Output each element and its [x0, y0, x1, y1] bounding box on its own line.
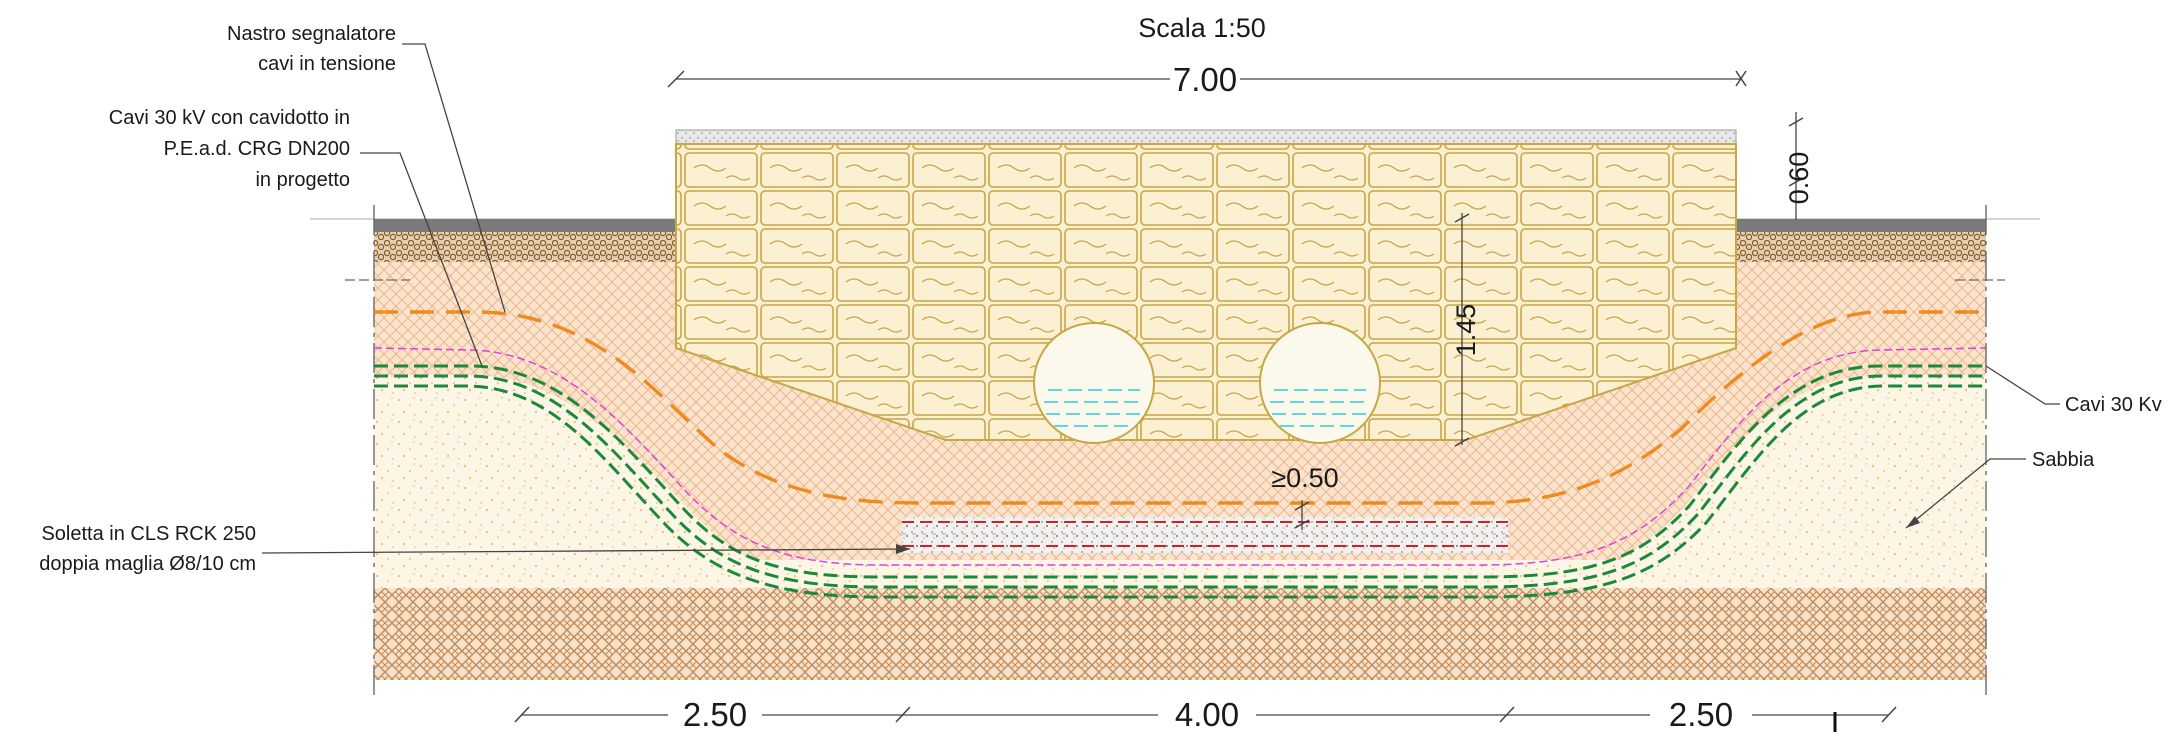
dim-min-gap-value: ≥0.50 [1271, 463, 1338, 493]
dim-depth-value: 1.45 [1451, 304, 1481, 357]
stone-masonry-block [675, 143, 1737, 441]
road-surface-right [1736, 219, 1986, 232]
concrete-slab [902, 517, 1508, 553]
dim-cover-height: 0.60 [1784, 112, 1814, 220]
gravel-layer-right [1736, 232, 1986, 262]
label-cavidotto-line2: P.E.a.d. CRG DN200 [164, 138, 350, 160]
label-cavi-right: Cavi 30 Kv [1985, 365, 2162, 416]
culvert-pipe-right [1259, 322, 1381, 444]
dim-bottom-right-value: 2.50 [1669, 696, 1733, 732]
culvert-pipe-left [1033, 322, 1155, 444]
base-hatch [374, 588, 1986, 680]
label-sabbia-text: Sabbia [2032, 449, 2095, 471]
cable-conduits [374, 364, 1986, 599]
dim-min-gap: ≥0.50 [1271, 463, 1339, 530]
gravel-layer-left [374, 232, 676, 262]
dim-top-width-value: 7.00 [1173, 61, 1237, 98]
label-cavidotto-line1: Cavi 30 kV con cavidotto in [109, 107, 350, 129]
label-sabbia: Sabbia [1905, 449, 2095, 529]
dim-bottom-left-value: 2.50 [683, 696, 747, 732]
crust-top [675, 129, 1737, 145]
label-soletta-line1: Soletta in CLS RCK 250 [41, 523, 256, 545]
label-nastro-line1: Nastro segnalatore [227, 23, 396, 45]
label-cavidotto: Cavi 30 kV con cavidotto in P.E.a.d. CRG… [109, 107, 483, 367]
dim-cover-height-value: 0.60 [1784, 152, 1814, 205]
label-soletta: Soletta in CLS RCK 250 doppia maglia Ø8/… [39, 523, 911, 575]
drawing-title: Scala 1:50 [1138, 13, 1266, 43]
dim-depth: 1.45 [1451, 213, 1481, 447]
sand-boundary-line [373, 347, 1987, 566]
dim-top-width: 7.00 [667, 61, 1747, 98]
label-nastro: Nastro segnalatore cavi in tensione [227, 23, 506, 313]
label-soletta-line2: doppia maglia Ø8/10 cm [39, 553, 256, 575]
dim-bottom-center-value: 4.00 [1175, 696, 1239, 732]
label-cavidotto-line3: in progetto [255, 169, 350, 191]
road-surface-left [374, 219, 676, 232]
label-cavi-right-text: Cavi 30 Kv [2065, 394, 2162, 416]
dim-bottom-chain: 2.50 4.00 2.50 [514, 696, 1897, 732]
label-nastro-line2: cavi in tensione [258, 53, 396, 75]
sand-right [1480, 375, 1986, 590]
